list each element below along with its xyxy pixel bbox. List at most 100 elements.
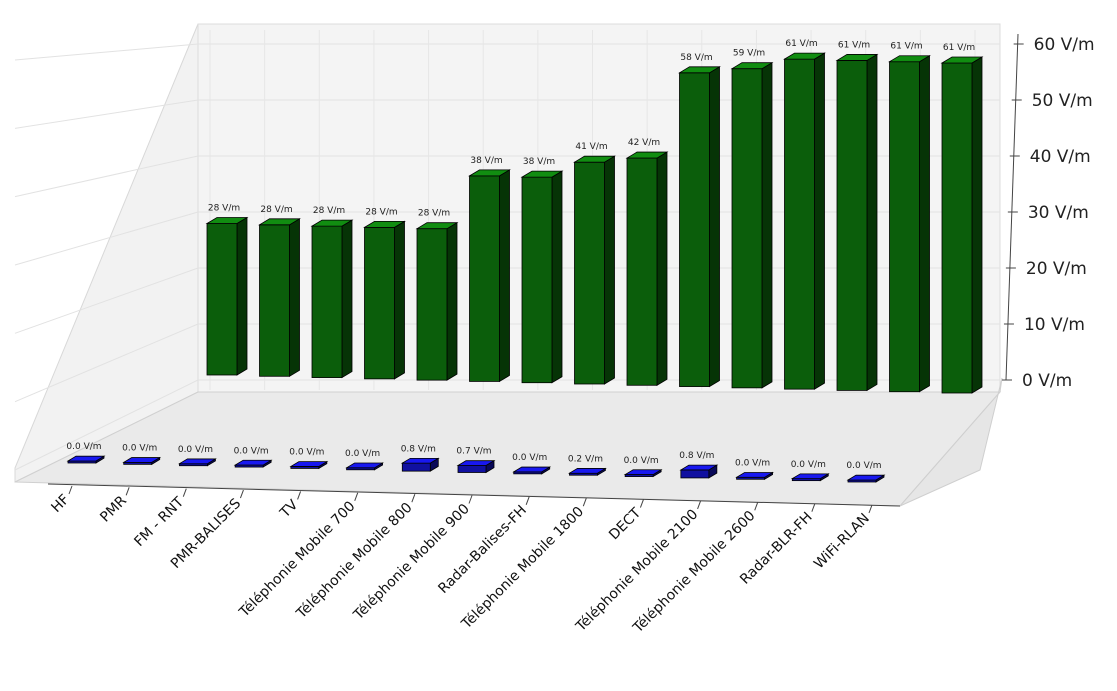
green-bar <box>310 219 354 379</box>
grid-line-left <box>14 155 199 198</box>
blue-bar-value-label: 0.8 V/m <box>401 444 436 454</box>
x-tick-label: PMR <box>97 493 130 526</box>
grid-line-left <box>14 379 199 471</box>
x-tick <box>182 488 187 497</box>
blue-bar-series: 0.0 V/m 0.0 V/m 0.0 V/m 0.0 V/m 0.0 V/m 0.0 V… <box>66 442 886 483</box>
blue-bar-value-label: 0.0 V/m <box>66 442 101 452</box>
green-bar-value-label: 61 V/m <box>838 40 870 50</box>
x-tick <box>297 491 302 500</box>
blue-bar <box>66 455 106 464</box>
x-tick <box>525 496 530 506</box>
grid-line-left <box>14 43 199 61</box>
green-bar-value-label: 61 V/m <box>890 42 922 52</box>
x-tick <box>639 499 644 508</box>
z-tick-label: 60 V/m <box>1034 35 1095 55</box>
green-bar-value-label: 59 V/m <box>733 49 765 59</box>
blue-bar-value-label: 0.0 V/m <box>512 453 547 463</box>
right-edge <box>899 377 1003 507</box>
z-axis-line <box>1005 33 1019 381</box>
green-bar-value-label: 61 V/m <box>785 39 817 49</box>
x-tick-label: FM - RNT <box>131 494 187 550</box>
x-tick <box>697 500 702 510</box>
blue-bar-value-label: 0.8 V/m <box>679 451 714 461</box>
green-bar <box>783 52 826 390</box>
x-tick-label: Téléphonie Mobile 1800 <box>458 504 587 633</box>
blue-bar <box>512 466 552 475</box>
blue-bar <box>623 469 663 478</box>
blue-bar <box>233 459 273 468</box>
grid-line-left <box>14 323 199 403</box>
z-tick-label: 20 V/m <box>1026 259 1087 279</box>
blue-bar <box>122 456 162 466</box>
green-bar-value-label: 28 V/m <box>208 204 240 214</box>
x-tick <box>582 498 587 507</box>
green-bar <box>888 55 931 393</box>
green-bar-value-label: 61 V/m <box>943 43 975 53</box>
green-bar-value-label: 28 V/m <box>418 209 450 219</box>
blue-bar-value-label: 0.0 V/m <box>735 458 770 468</box>
green-bar-value-label: 28 V/m <box>313 206 345 216</box>
x-axis-line <box>47 483 901 507</box>
grid-line-left <box>14 211 199 266</box>
green-bar <box>835 53 879 392</box>
green-bar <box>730 61 774 389</box>
z-tick-label: 10 V/m <box>1024 315 1085 335</box>
z-tick-label: 0 V/m <box>1022 371 1072 391</box>
blue-bar-value-label: 0.0 V/m <box>178 445 213 455</box>
green-bar <box>520 170 564 384</box>
blue-bar <box>456 459 496 474</box>
blue-bar <box>345 462 385 471</box>
blue-bar-value-label: 0.7 V/m <box>456 447 491 457</box>
z-tick-label: 40 V/m <box>1030 147 1091 167</box>
green-bar-value-label: 38 V/m <box>523 157 555 167</box>
z-tick-label: 30 V/m <box>1028 203 1089 223</box>
blue-bar-value-label: 0.0 V/m <box>846 461 881 471</box>
green-bar-value-label: 58 V/m <box>680 53 712 63</box>
x-tick-label: DECT <box>606 505 644 543</box>
x-tick <box>239 489 244 499</box>
grid-line-left <box>14 99 199 129</box>
blue-bar <box>177 458 217 467</box>
green-bar <box>468 169 511 383</box>
green-bar-value-label: 28 V/m <box>365 207 397 217</box>
floor-pane <box>14 391 1002 507</box>
x-tick-label: Téléphonie Mobile 800 <box>293 500 416 623</box>
blue-bar <box>567 467 607 476</box>
blue-bar <box>679 464 719 479</box>
x-tick <box>354 492 359 501</box>
blue-bar <box>846 474 886 483</box>
x-tick-label: Téléphonie Mobile 900 <box>350 501 473 624</box>
blue-bar-value-label: 0.2 V/m <box>568 454 603 464</box>
x-tick-label: HF <box>48 492 72 516</box>
x-tick-label: TV <box>277 497 302 522</box>
blue-bar-value-label: 0.0 V/m <box>791 460 826 470</box>
blue-bar <box>790 473 830 482</box>
x-tick <box>125 487 130 496</box>
x-tick <box>411 493 416 503</box>
green-bar-value-label: 28 V/m <box>260 205 292 215</box>
green-bar <box>678 66 721 388</box>
blue-bar-value-label: 0.0 V/m <box>122 444 157 454</box>
x-tick-label: Téléphonie Mobile 2600 <box>630 508 759 637</box>
green-bar-value-label: 42 V/m <box>628 138 660 148</box>
green-bar <box>363 220 406 380</box>
green-bar-value-label: 38 V/m <box>470 156 502 166</box>
green-bar <box>205 216 249 376</box>
blue-bar <box>735 471 775 480</box>
green-bar <box>573 155 616 385</box>
x-tick-label: Téléphonie Mobile 700 <box>236 498 359 621</box>
x-tick <box>811 503 816 512</box>
x-tick-label: WiFi-RLAN <box>811 511 873 573</box>
green-bar <box>625 151 669 386</box>
green-bar-value-label: 41 V/m <box>575 142 607 152</box>
x-tick <box>468 495 473 504</box>
blue-bar-value-label: 0.0 V/m <box>345 449 380 459</box>
x-tick <box>868 504 873 514</box>
blue-bar <box>289 460 329 470</box>
z-axis: 0 V/m 10 V/m 20 V/m 30 V/m 40 V/m 50 V/m 60 V/… <box>1002 33 1095 391</box>
x-tick <box>68 485 73 495</box>
grid-line-left <box>14 267 199 334</box>
x-tick-label: Téléphonie Mobile 2100 <box>572 506 701 635</box>
